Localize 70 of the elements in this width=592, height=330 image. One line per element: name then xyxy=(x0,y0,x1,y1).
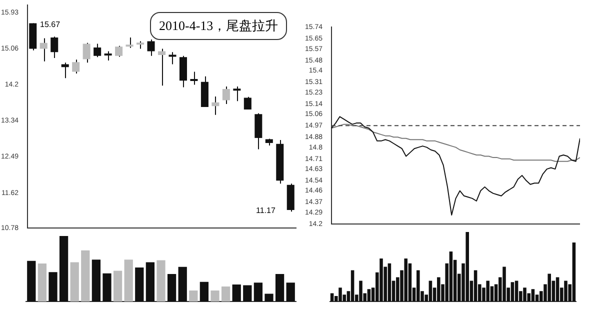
bar xyxy=(572,242,576,302)
bar xyxy=(178,266,187,302)
bar xyxy=(449,251,453,302)
annotation: 11.17 xyxy=(256,206,276,215)
candlestick xyxy=(158,48,166,86)
bar xyxy=(167,274,176,302)
candlestick xyxy=(126,36,134,48)
bar xyxy=(243,285,252,302)
bar xyxy=(221,286,230,302)
bar xyxy=(135,267,144,302)
candlestick xyxy=(168,52,176,65)
bar xyxy=(124,260,133,302)
candlestick xyxy=(104,50,112,61)
candlestick xyxy=(212,96,220,116)
candlestick xyxy=(147,39,155,56)
bar xyxy=(156,260,166,302)
candlestick xyxy=(72,59,80,74)
candlestick xyxy=(115,45,123,58)
candlestick xyxy=(233,86,241,102)
bar xyxy=(367,289,371,302)
bar xyxy=(428,280,432,302)
candlestick xyxy=(244,96,252,110)
bar xyxy=(502,266,506,302)
annotation: 15.67 xyxy=(40,20,60,29)
bar xyxy=(81,250,90,302)
bar xyxy=(474,270,478,302)
bar xyxy=(564,280,568,302)
bar xyxy=(359,280,362,302)
bar xyxy=(388,263,392,302)
bar xyxy=(466,232,469,302)
bar xyxy=(330,293,334,302)
candlestick xyxy=(50,36,58,58)
bar xyxy=(102,273,112,302)
bar xyxy=(350,270,354,302)
bar xyxy=(254,282,263,302)
candlestick xyxy=(254,112,262,150)
bar xyxy=(338,288,342,302)
bar xyxy=(275,274,284,302)
bar xyxy=(189,290,198,302)
bar xyxy=(510,282,514,302)
bar xyxy=(523,288,526,302)
bar xyxy=(200,282,209,302)
candlestick xyxy=(82,42,90,64)
bar xyxy=(514,280,518,302)
bar xyxy=(210,290,220,302)
bar xyxy=(380,258,383,302)
bar xyxy=(416,270,420,302)
bar xyxy=(531,289,535,302)
annotation: 2010-4-13，尾盘拉升 xyxy=(150,12,288,40)
bar xyxy=(556,277,560,302)
bar xyxy=(437,277,440,302)
bar xyxy=(59,236,68,302)
bar xyxy=(404,258,408,302)
bar xyxy=(92,260,101,302)
bar xyxy=(548,274,551,302)
candlestick xyxy=(179,55,187,88)
candlestick xyxy=(40,38,48,62)
candlestick xyxy=(190,71,198,86)
bar xyxy=(48,272,58,302)
bar xyxy=(70,262,79,302)
bar xyxy=(146,262,155,302)
bar xyxy=(232,284,241,302)
bar xyxy=(264,294,274,302)
bar xyxy=(286,282,295,302)
bar xyxy=(486,280,490,302)
candlestick xyxy=(222,86,230,105)
bar xyxy=(38,264,47,302)
bar xyxy=(113,270,122,302)
bar xyxy=(27,260,36,302)
candlestick xyxy=(94,43,102,58)
